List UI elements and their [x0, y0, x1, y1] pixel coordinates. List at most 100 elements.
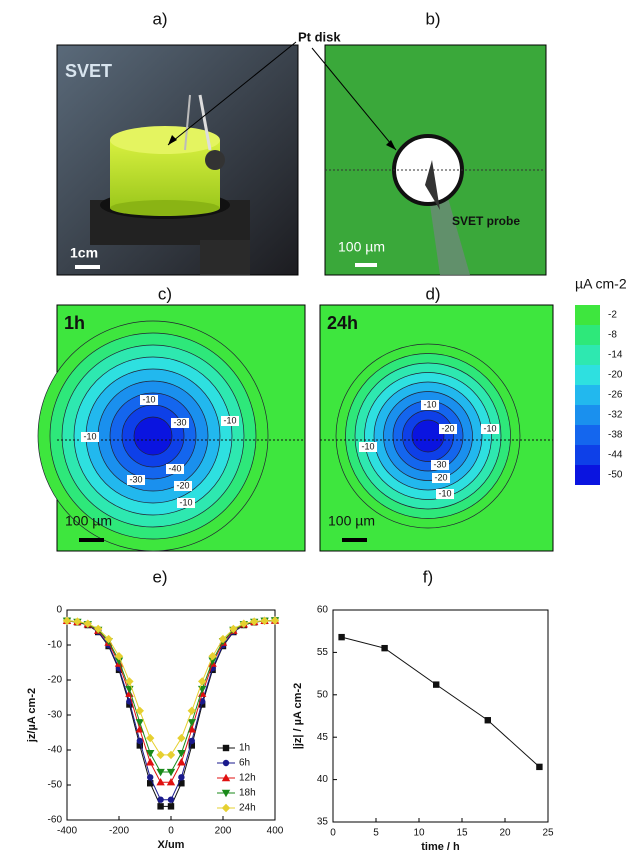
colorbar-swatch [575, 365, 600, 385]
contour-label: -10 [361, 441, 374, 451]
marker [62, 616, 72, 626]
panel-label: c) [158, 284, 172, 303]
marker [104, 634, 113, 644]
colorbar-swatch [575, 425, 600, 445]
panel-label: b) [425, 9, 440, 28]
marker [146, 758, 155, 766]
marker [221, 803, 231, 813]
scale-label: 100 µm [338, 239, 385, 255]
x-tick-label: 0 [330, 828, 336, 839]
marker [222, 759, 230, 767]
panel-label: a) [152, 9, 167, 28]
colorbar-label: -44 [608, 450, 623, 461]
arrow-head [168, 135, 177, 145]
arrow [311, 47, 397, 151]
marker [125, 677, 134, 686]
series-line [341, 636, 540, 768]
photo-a [56, 44, 299, 276]
contour-label: -10 [142, 394, 155, 404]
marker [135, 725, 144, 733]
marker [221, 773, 231, 782]
x-tick-label: 5 [373, 828, 379, 839]
contour-label-bg [481, 424, 499, 434]
marker [381, 644, 388, 652]
panel-label: e) [152, 567, 167, 586]
colorbar-label: -8 [608, 330, 617, 341]
marker [218, 634, 228, 644]
contour-label: -20 [441, 423, 454, 433]
marker [166, 768, 176, 777]
contour-label-bg [127, 475, 145, 485]
colorbar-label: -32 [608, 410, 623, 421]
y-tick-label: 50 [317, 689, 329, 700]
x-tick-label: 20 [499, 828, 511, 839]
contour-label-bg [421, 400, 439, 410]
marker [166, 778, 176, 786]
legend-label: 6h [239, 758, 250, 769]
y-tick-label: 45 [317, 732, 329, 743]
contour-label-bg [177, 498, 195, 508]
contour-label-bg [439, 424, 457, 434]
y-tick-label: 60 [317, 605, 329, 616]
y-tick-label: -40 [48, 745, 63, 756]
series-line [66, 620, 276, 756]
charts: -400 -200 0 200 4000-10-20-30-40-50-60X/umjz… [26, 605, 554, 853]
marker [146, 749, 155, 758]
legend-label: 12h [239, 773, 256, 784]
marker [239, 619, 248, 628]
contour [411, 419, 445, 453]
x-tick-label: 200 [215, 826, 232, 837]
x-tick-label: 15 [456, 828, 468, 839]
contour-label: -10 [423, 399, 436, 409]
marker [187, 725, 196, 733]
colorbar-label: -14 [608, 350, 623, 361]
photo-label: SVET [65, 61, 112, 81]
marker [221, 789, 231, 798]
marker [229, 624, 238, 634]
marker [147, 780, 154, 787]
y-tick-label: -20 [48, 675, 63, 686]
colorbar-swatch [575, 465, 600, 485]
contour-label: -10 [223, 415, 236, 425]
marker [147, 774, 154, 781]
annotation: Pt disk [298, 29, 341, 44]
x-axis-label: time / h [421, 841, 460, 853]
contour-label-bg [359, 442, 377, 452]
y-tick-label: 55 [317, 647, 329, 658]
marker [136, 742, 143, 749]
marker [167, 803, 175, 810]
marker [187, 706, 196, 715]
colorbar-label: -50 [608, 470, 623, 481]
scale-bar [342, 538, 367, 542]
contour-label: -20 [176, 480, 189, 490]
colorbar-label: -20 [608, 370, 623, 381]
contour-label: -40 [168, 463, 181, 473]
colorbar-title: µA cm-2 [575, 276, 627, 292]
marker [114, 652, 124, 661]
marker [536, 763, 543, 771]
plot-frame [332, 609, 549, 823]
y-tick-label: 40 [317, 774, 329, 785]
colorbar-swatch [575, 385, 600, 405]
contour-label-bg [174, 481, 192, 491]
marker [187, 719, 196, 727]
contour-label-bg [432, 473, 450, 483]
contour-label-bg [221, 416, 239, 426]
marker [177, 758, 186, 766]
contour-label: -10 [483, 423, 496, 433]
contour-label-bg [166, 464, 184, 474]
contour-label: -10 [83, 431, 96, 441]
colorbar-swatch [575, 345, 600, 365]
scale-label: 1cm [70, 245, 98, 261]
y-tick-label: -60 [48, 815, 63, 826]
colorbar-swatch [575, 305, 600, 325]
contour-label: -20 [434, 472, 447, 482]
marker [222, 744, 230, 752]
marker [73, 617, 82, 626]
arrow-head [386, 140, 396, 150]
marker [94, 624, 103, 634]
probe-label: SVET probe [452, 214, 520, 228]
x-axis-label: X/um [158, 839, 185, 851]
y-axis-label: jz/µA cm-2 [26, 688, 38, 743]
